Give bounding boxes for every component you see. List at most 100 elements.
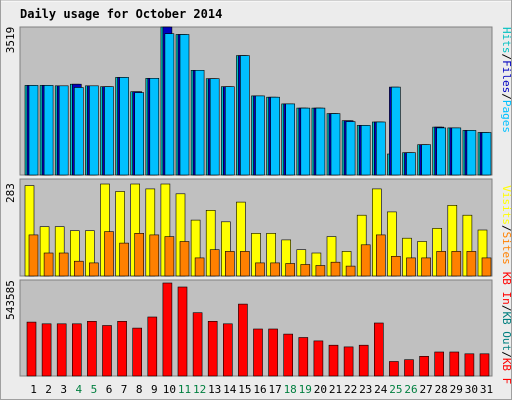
bar-kb-f [87, 320, 97, 377]
bar-pages [375, 121, 386, 176]
bar-kb-f [328, 344, 339, 377]
bar-pages [179, 34, 190, 176]
bar-pages [330, 113, 341, 176]
bar-pages [164, 33, 175, 176]
x-axis-day-labels: 1 2 3 4 5 6 7 8 9 10 11 12 13 14 15 16 17 18 19 20 21 22 23 24 2… [30, 383, 493, 396]
x-tick-label: 10 [163, 383, 176, 396]
bar-sites [285, 263, 296, 277]
legend-sep: / [500, 93, 512, 100]
x-tick-label: 14 [223, 383, 237, 396]
x-tick-label: 29 [450, 383, 463, 396]
bar-pages [194, 70, 205, 176]
x-tick-label: 17 [268, 383, 281, 396]
bar-kb-f [479, 353, 490, 377]
bar-sites [436, 251, 447, 277]
bar-sites [28, 234, 39, 277]
bar-sites [43, 252, 54, 277]
bar-kb-f [56, 323, 67, 377]
axis-max-requests: 3519 [4, 27, 17, 54]
bar-pages [225, 86, 235, 176]
bar-kb-f [283, 333, 294, 377]
bar-pages [315, 107, 326, 176]
legend-kb-in: KB In [500, 272, 512, 305]
bar-kb-f [268, 328, 278, 377]
bar-pages [436, 127, 447, 176]
bar-kb-f [373, 322, 384, 377]
bar-pages [240, 55, 250, 176]
bar-sites [451, 251, 462, 277]
bar-sites [360, 244, 371, 277]
bar-sites [89, 262, 99, 277]
legend-sep: / [500, 54, 512, 61]
x-tick-label: 6 [106, 383, 113, 396]
bar-pages [74, 87, 84, 176]
bar-sites [240, 251, 250, 277]
bar-kb-f [389, 361, 399, 377]
legend-kb-f: KB F [500, 358, 512, 385]
legend-requests: Hits/Files/Pages [500, 27, 512, 133]
bar-sites [255, 262, 265, 277]
x-tick-label: 22 [344, 383, 357, 396]
x-tick-label: 1 [30, 383, 37, 396]
x-tick-label: 7 [121, 383, 128, 396]
bar-sites [134, 233, 144, 277]
bar-sites [58, 252, 69, 277]
x-tick-label: 31 [480, 383, 493, 396]
x-tick-label: 13 [208, 383, 221, 396]
bar-pages [345, 121, 356, 176]
legend-sites: Sites [500, 232, 512, 265]
legend-visits: Visits [500, 185, 512, 225]
panel-requests: 3519 Hits/Files/Pages [4, 26, 512, 176]
x-tick-label: 12 [193, 383, 206, 396]
bar-sites [270, 262, 280, 277]
bar-pages [285, 103, 296, 176]
bar-pages [391, 86, 401, 176]
bar-kb-f [253, 328, 263, 377]
x-tick-label: 26 [404, 383, 417, 396]
bar-pages [360, 125, 371, 176]
bar-kb-f [26, 321, 37, 377]
legend-hits: Hits [500, 27, 512, 54]
panel-traffic: 543585 KB In/KB Out/KB F [4, 272, 512, 385]
x-tick-label: 8 [136, 383, 143, 396]
bar-sites [466, 251, 477, 277]
bar-kb-f [117, 320, 127, 377]
legend-sep: / [500, 225, 512, 232]
panel-visitors: 283 Visits/Sites [4, 178, 512, 277]
x-tick-label: 24 [374, 383, 388, 396]
bar-pages [149, 78, 160, 176]
bar-sites [164, 236, 175, 277]
legend-sep: / [500, 305, 512, 312]
bar-kb-f [404, 359, 414, 377]
bar-pages [406, 152, 416, 176]
x-tick-label: 21 [329, 383, 342, 396]
x-tick-label: 30 [465, 383, 478, 396]
x-tick-label: 19 [299, 383, 312, 396]
bar-kb-f [298, 337, 309, 377]
x-tick-label: 5 [91, 383, 98, 396]
bar-sites [481, 257, 492, 277]
bars-visitors [24, 183, 492, 277]
bar-sites [119, 242, 129, 277]
bar-sites [225, 251, 235, 277]
bar-pages [104, 86, 114, 176]
bar-pages [451, 127, 462, 176]
x-tick-label: 9 [151, 383, 158, 396]
bar-sites [330, 261, 341, 277]
bar-sites [194, 257, 205, 277]
legend-traffic: KB In/KB Out/KB F [500, 272, 512, 385]
x-tick-label: 23 [359, 383, 372, 396]
bar-sites [391, 255, 401, 277]
x-tick-label: 2 [45, 383, 52, 396]
legend-visitors: Visits/Sites [500, 185, 512, 265]
bar-kb-f [147, 316, 158, 377]
bar-kb-f [358, 344, 369, 377]
x-tick-label: 25 [389, 383, 402, 396]
bar-sites [345, 265, 356, 277]
bar-kb-f [132, 327, 142, 377]
bar-pages [119, 77, 129, 176]
bar-pages [43, 85, 54, 176]
bar-sites [421, 257, 431, 277]
bar-kb-f [102, 325, 112, 377]
bars-requests [24, 26, 492, 176]
